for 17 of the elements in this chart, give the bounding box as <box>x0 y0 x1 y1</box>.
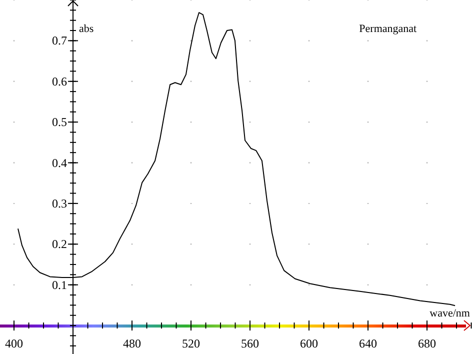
x-axis-title: wave/nm <box>430 308 470 320</box>
x-tick-label: 480 <box>123 336 142 351</box>
y-tick-label: 0.3 <box>52 196 68 210</box>
y-tick-label: 0.4 <box>52 156 68 170</box>
y-axis-title: abs <box>79 23 94 35</box>
x-tick-label: 560 <box>241 336 260 351</box>
x-tick-label: 680 <box>418 336 436 351</box>
text: Permanganat <box>359 23 417 35</box>
y-tick-label: 0.2 <box>52 237 68 252</box>
x-tick-label: 400 <box>5 336 24 351</box>
x-tick-label: 520 <box>182 336 200 351</box>
y-tick-label: 0.5 <box>52 115 68 130</box>
y-tick-label: 0.6 <box>52 74 68 88</box>
y-tick-label: 0.1 <box>52 278 68 292</box>
x-tick-label: 640 <box>359 336 378 351</box>
x-tick-label: 600 <box>300 336 318 351</box>
y-tick-label: 0.7 <box>52 34 68 48</box>
